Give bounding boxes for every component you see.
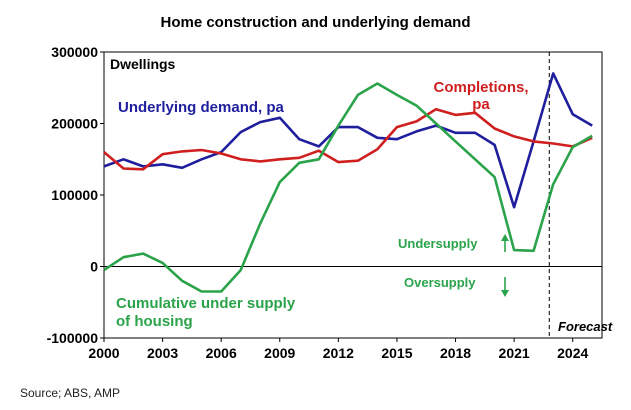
series-lines <box>103 72 593 293</box>
x-tick-label: 2006 <box>206 345 237 361</box>
x-tick-label: 2021 <box>499 345 530 361</box>
series-line-0 <box>103 72 593 209</box>
x-tick-label: 2015 <box>381 345 412 361</box>
x-tick-label: 2018 <box>440 345 471 361</box>
y-axis-label: Dwellings <box>110 56 176 72</box>
y-tick-label: 300000 <box>51 44 98 60</box>
labels: Underlying demand, pa Completions, pa Cumul… <box>116 79 613 334</box>
axes: -100000 0 100000 200000 300000 2000 2003 2006 20… <box>47 44 603 361</box>
annotation-forecast: Forecast <box>558 319 613 334</box>
series-label-cumulative: Cumulative under supply of housing <box>116 295 296 330</box>
x-tick-label: 2012 <box>323 345 354 361</box>
x-tick-label: 2009 <box>264 345 295 361</box>
x-tick-label: 2000 <box>88 345 119 361</box>
x-tick-label: 2003 <box>147 345 178 361</box>
annotation-undersupply: Undersupply <box>398 236 478 251</box>
arrow-down-head-icon <box>501 290 509 297</box>
source-note: Source; ABS, AMP <box>20 386 121 400</box>
x-tick-label: 2024 <box>557 345 588 361</box>
y-tick-label: -100000 <box>47 330 99 346</box>
y-tick-label: 100000 <box>51 187 98 203</box>
annotation-oversupply: Oversupply <box>404 275 476 290</box>
chart-title: Home construction and underlying demand <box>160 14 471 31</box>
series-line-2 <box>103 82 593 293</box>
y-tick-label: 200000 <box>51 116 98 132</box>
series-label-completions: Completions, pa <box>433 79 528 113</box>
series-line-1 <box>103 107 593 171</box>
arrow-up-head-icon <box>501 234 509 241</box>
y-tick-label: 0 <box>90 259 98 275</box>
series-label-underlying-demand: Underlying demand, pa <box>118 99 285 116</box>
